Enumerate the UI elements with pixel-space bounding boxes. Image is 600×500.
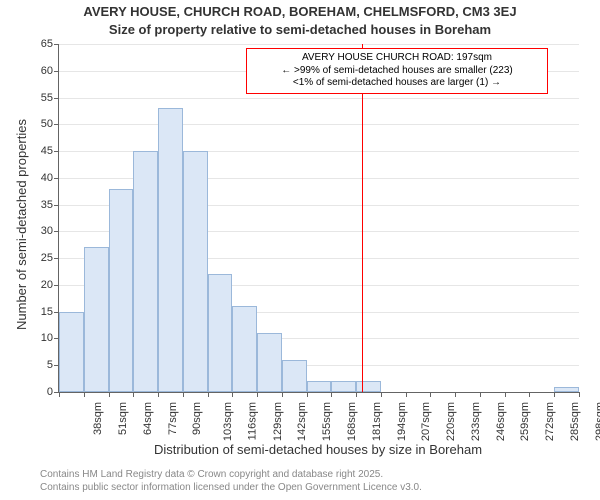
xtick-mark	[455, 392, 456, 397]
ytick-label: 10	[41, 332, 53, 344]
xtick-label: 64sqm	[142, 402, 154, 435]
ytick-label: 20	[41, 279, 53, 291]
ytick-label: 45	[41, 145, 53, 157]
x-axis-label: Distribution of semi-detached houses by …	[58, 442, 578, 457]
xtick-mark	[208, 392, 209, 397]
xtick-mark	[158, 392, 159, 397]
xtick-label: 259sqm	[519, 402, 531, 441]
xtick-label: 272sqm	[544, 402, 556, 441]
ytick-label: 50	[41, 118, 53, 130]
reference-line	[362, 44, 363, 392]
ytick-label: 40	[41, 172, 53, 184]
xtick-label: 129sqm	[272, 402, 284, 441]
xtick-mark	[59, 392, 60, 397]
ytick-label: 25	[41, 252, 53, 264]
histogram-bar	[109, 189, 134, 392]
xtick-mark	[529, 392, 530, 397]
histogram-bar	[257, 333, 282, 392]
xtick-label: 155sqm	[321, 402, 333, 441]
xtick-label: 233sqm	[470, 402, 482, 441]
chart-container: AVERY HOUSE, CHURCH ROAD, BOREHAM, CHELM…	[0, 0, 600, 500]
footer-line2: Contains public sector information licen…	[40, 481, 422, 494]
annotation-line: AVERY HOUSE CHURCH ROAD: 197sqm	[253, 52, 541, 65]
annotation-line: <1% of semi-detached houses are larger (…	[253, 77, 541, 90]
histogram-bar	[133, 151, 158, 392]
chart-title-line2: Size of property relative to semi-detach…	[0, 22, 600, 37]
xtick-mark	[356, 392, 357, 397]
histogram-bar	[59, 312, 84, 392]
xtick-mark	[307, 392, 308, 397]
histogram-bar	[208, 274, 233, 392]
histogram-bar	[84, 247, 109, 392]
histogram-bar	[158, 108, 183, 392]
xtick-label: 220sqm	[445, 402, 457, 441]
xtick-label: 298sqm	[594, 402, 600, 441]
histogram-bar	[282, 360, 307, 392]
xtick-mark	[554, 392, 555, 397]
histogram-bar	[307, 381, 332, 392]
xtick-mark	[183, 392, 184, 397]
xtick-label: 77sqm	[167, 402, 179, 435]
chart-title-line1: AVERY HOUSE, CHURCH ROAD, BOREHAM, CHELM…	[0, 4, 600, 19]
xtick-mark	[331, 392, 332, 397]
bars-layer	[59, 44, 579, 392]
xtick-label: 181sqm	[371, 402, 383, 441]
xtick-label: 285sqm	[569, 402, 581, 441]
xtick-label: 246sqm	[495, 402, 507, 441]
histogram-bar	[356, 381, 381, 392]
histogram-bar	[183, 151, 208, 392]
xtick-mark	[84, 392, 85, 397]
xtick-mark	[430, 392, 431, 397]
histogram-bar	[232, 306, 257, 392]
ytick-label: 65	[41, 38, 53, 50]
xtick-mark	[480, 392, 481, 397]
xtick-label: 168sqm	[346, 402, 358, 441]
histogram-bar	[554, 387, 579, 392]
ytick-label: 60	[41, 65, 53, 77]
ytick-label: 5	[47, 359, 53, 371]
xtick-mark	[579, 392, 580, 397]
xtick-mark	[505, 392, 506, 397]
footer-attribution: Contains HM Land Registry data © Crown c…	[40, 468, 422, 494]
xtick-label: 51sqm	[117, 402, 129, 435]
plot-area: 0510152025303540455055606538sqm51sqm64sq…	[58, 44, 579, 393]
ytick-label: 0	[47, 386, 53, 398]
xtick-label: 194sqm	[396, 402, 408, 441]
xtick-label: 103sqm	[222, 402, 234, 441]
y-axis-label: Number of semi-detached properties	[14, 119, 29, 330]
xtick-mark	[133, 392, 134, 397]
ytick-label: 35	[41, 199, 53, 211]
xtick-label: 207sqm	[420, 402, 432, 441]
ytick-label: 15	[41, 306, 53, 318]
xtick-mark	[109, 392, 110, 397]
xtick-label: 90sqm	[191, 402, 203, 435]
ytick-label: 55	[41, 92, 53, 104]
annotation-line: ← >99% of semi-detached houses are small…	[253, 65, 541, 78]
histogram-bar	[331, 381, 356, 392]
ytick-label: 30	[41, 225, 53, 237]
xtick-mark	[381, 392, 382, 397]
footer-line1: Contains HM Land Registry data © Crown c…	[40, 468, 422, 481]
xtick-mark	[406, 392, 407, 397]
xtick-mark	[282, 392, 283, 397]
xtick-label: 38sqm	[92, 402, 104, 435]
annotation-callout: AVERY HOUSE CHURCH ROAD: 197sqm← >99% of…	[246, 48, 548, 94]
xtick-mark	[232, 392, 233, 397]
xtick-label: 116sqm	[246, 402, 258, 440]
xtick-label: 142sqm	[297, 402, 309, 441]
xtick-mark	[257, 392, 258, 397]
